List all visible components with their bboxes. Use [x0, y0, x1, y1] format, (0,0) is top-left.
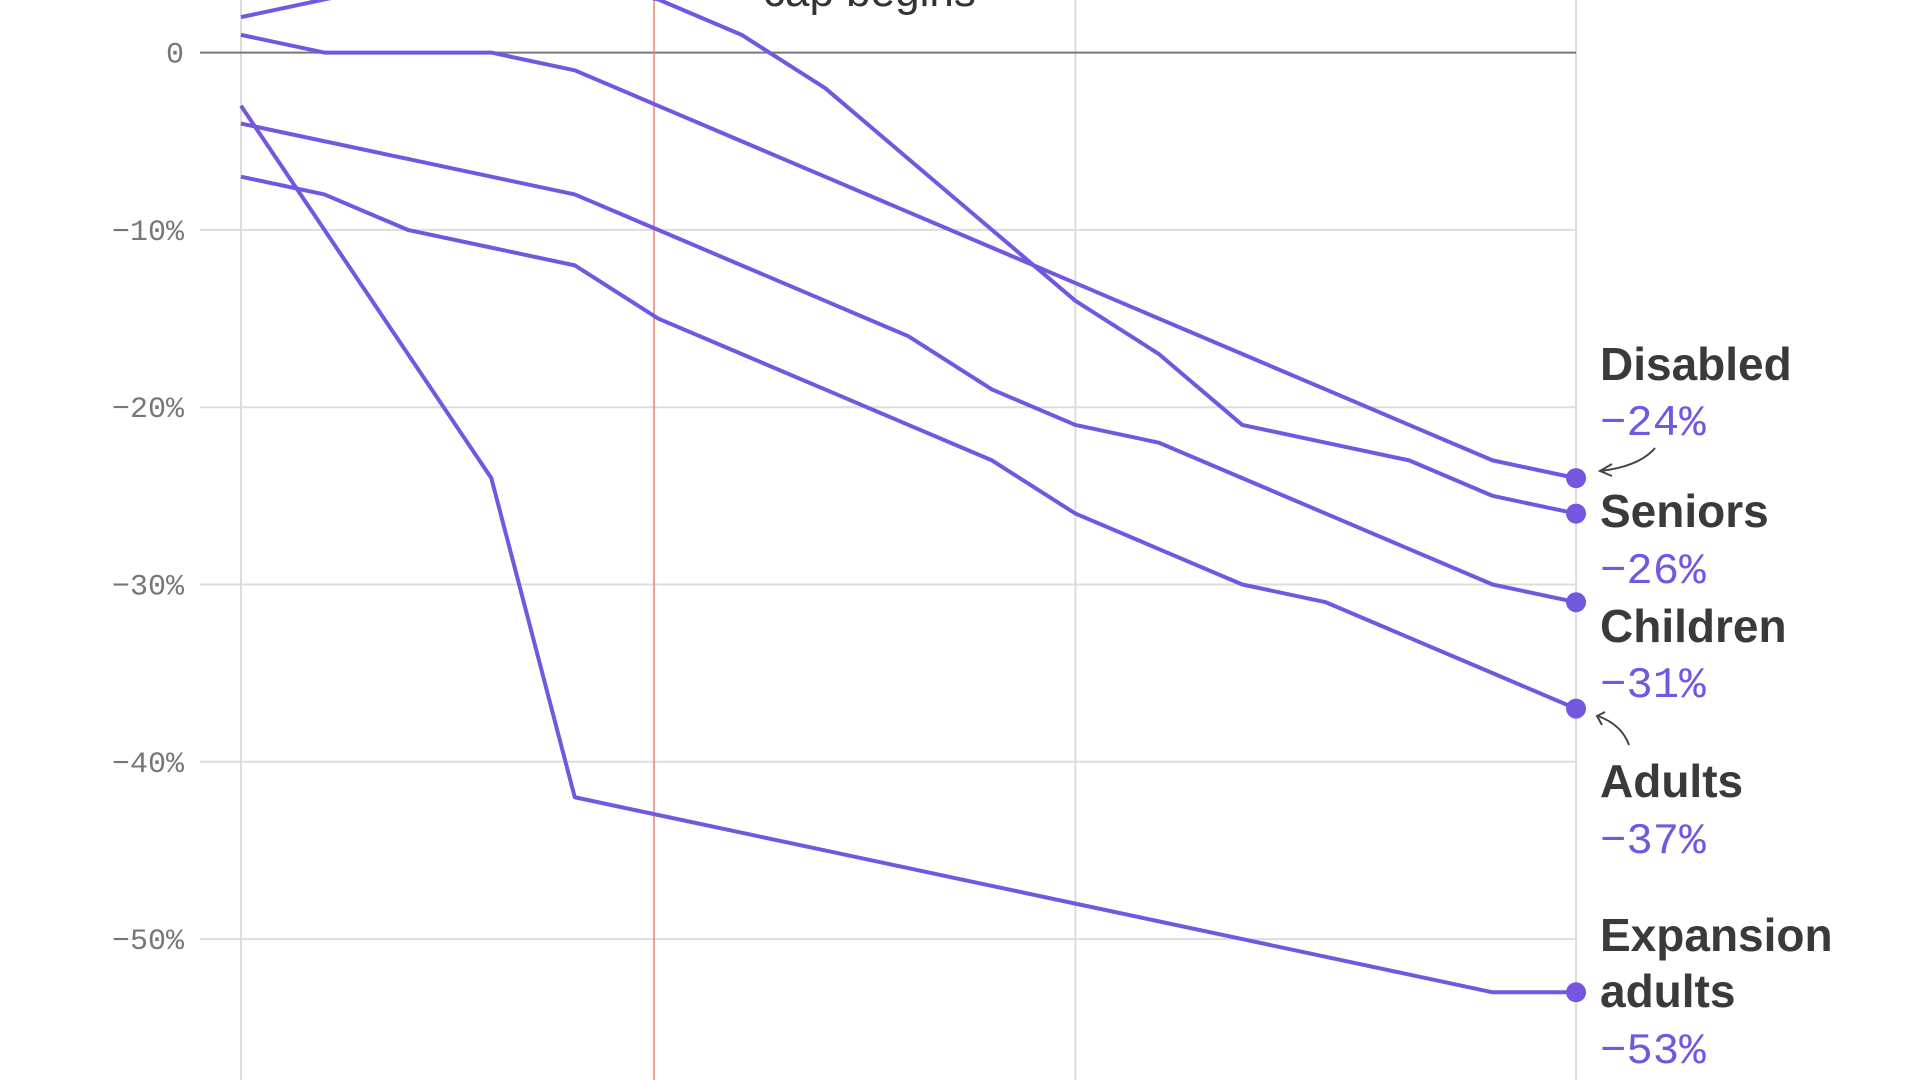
series-name-expansion-adults: adults: [1600, 965, 1735, 1017]
end-point-disabled: [1566, 468, 1587, 489]
y-tick-label: −20%: [112, 393, 185, 427]
disabled-arrow: [1600, 447, 1656, 472]
y-tick-label: −30%: [112, 571, 185, 605]
series-value-seniors: −26%: [1600, 547, 1706, 597]
y-axis-ticks: 0 −10% −20% −30% −40% −50%: [112, 39, 185, 959]
y-tick-label: −50%: [112, 925, 185, 959]
grid: [200, 0, 1578, 1080]
end-point-expansion-adults: [1566, 982, 1587, 1003]
series-line-seniors: [240, 0, 1577, 516]
adults-arrowhead: [1595, 711, 1606, 726]
disabled-arrowhead: [1597, 463, 1613, 477]
series-name-expansion-adults: Expansion: [1600, 909, 1833, 961]
series-line-disabled: [240, 32, 1577, 481]
end-point-adults: [1566, 698, 1587, 719]
series-name-seniors: Seniors: [1600, 485, 1769, 537]
series-value-disabled: −24%: [1600, 399, 1706, 449]
end-point-seniors: [1566, 503, 1587, 524]
end-point-children: [1566, 592, 1587, 613]
series-value-expansion-adults: −53%: [1600, 1027, 1706, 1077]
series-labels: Disabled −24% Seniors −26%Children −31% Adult…: [1600, 338, 1833, 1077]
cap-begins-annotation: cap begins: [763, 0, 976, 16]
series-value-adults: −37%: [1600, 817, 1706, 867]
series-name-disabled: Disabled: [1600, 338, 1792, 390]
adults-arrow: [1597, 715, 1630, 746]
series-line-children: [240, 121, 1577, 605]
series-name-adults: Adults: [1600, 755, 1743, 807]
series-lines: [239, 0, 1587, 1003]
y-tick-label: 0: [166, 39, 184, 73]
series-line-adults: [240, 174, 1577, 711]
series-name-children: Children: [1600, 600, 1787, 652]
y-tick-label: −40%: [112, 748, 185, 782]
series-value-children: −31%: [1600, 661, 1706, 711]
y-tick-label: −10%: [112, 216, 185, 250]
series-line-expansion-adults: [239, 104, 1577, 995]
